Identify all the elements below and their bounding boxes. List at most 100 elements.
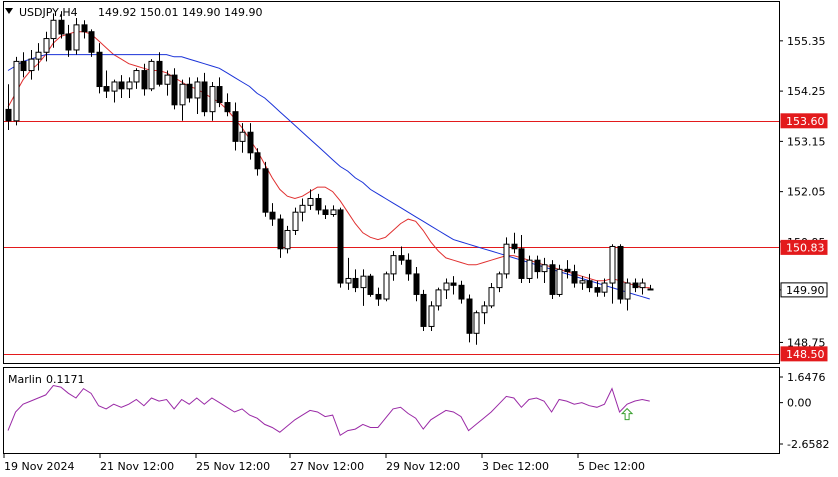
candle-body [277, 218, 284, 250]
candle-body [624, 282, 631, 300]
current-price-tag-box [780, 282, 828, 298]
horizontal-levels[interactable] [4, 121, 779, 355]
dropdown-triangle-icon[interactable] [5, 8, 13, 14]
candle-body [413, 273, 420, 295]
level-tag-label: 150.83 [786, 241, 825, 254]
candle-body [383, 273, 390, 300]
candle-body [534, 259, 541, 273]
candle-body [254, 152, 261, 170]
candle-body [647, 288, 654, 291]
time-tick-label: 19 Nov 2024 [4, 460, 74, 473]
candle-body [35, 51, 42, 60]
candle-body [617, 245, 624, 300]
candle-body [224, 102, 231, 113]
candle-body [111, 81, 118, 92]
indicator-pane-border [3, 367, 780, 454]
candle-body [367, 275, 374, 295]
candle-body [292, 211, 299, 231]
candle-body [65, 33, 72, 51]
candle-body [186, 83, 193, 99]
candle-body [315, 197, 322, 211]
candle-body [171, 74, 178, 106]
candle-body [488, 287, 495, 307]
level-tag-box [780, 113, 828, 129]
candle-body [352, 277, 359, 289]
candle-body [58, 19, 65, 35]
indicator-name: Marlin [8, 373, 42, 386]
current-price-tag-label: 149.90 [786, 284, 825, 297]
candle-body [88, 31, 95, 53]
candle-body [164, 74, 171, 85]
candle-body [345, 277, 352, 284]
symbol-label: USDJPY,H4 [19, 6, 78, 19]
candle-body [269, 211, 276, 220]
candle-body [330, 209, 337, 215]
candle-body [118, 81, 125, 90]
candle-body [201, 81, 208, 113]
candle-body [247, 131, 254, 154]
candle-body [450, 282, 457, 286]
time-tick-label: 21 Nov 12:00 [100, 460, 174, 473]
time-axis: 19 Nov 2024 21 Nov 12:00 25 Nov 12:00 27 No… [3, 454, 645, 473]
candle-body [632, 282, 639, 289]
main-pane-border [3, 1, 780, 364]
candle-body [420, 293, 427, 327]
level-tag-box [780, 239, 828, 255]
candle-body [232, 111, 239, 142]
candle-body [81, 24, 88, 33]
candle-body [481, 305, 488, 314]
candle-body [564, 268, 571, 273]
candle-body [609, 245, 616, 284]
time-tick-label: 3 Dec 12:00 [482, 460, 549, 473]
candle-body [601, 282, 608, 293]
candle-body [428, 305, 435, 327]
candle-body [148, 60, 155, 90]
candle-body [126, 81, 133, 90]
candle-body [466, 298, 473, 334]
candle-body [639, 282, 646, 289]
oscillator: 1.6476 0.00 -2.6582 [7, 371, 829, 451]
ohlc-readout: 149.92 150.01 149.90 149.90 [98, 6, 262, 19]
candle-body [594, 287, 601, 293]
candle-body [556, 268, 563, 295]
candle-body [209, 86, 216, 113]
candle-body [398, 255, 405, 261]
indicator-tick-label: 1.6476 [787, 371, 826, 384]
candle-body [284, 229, 291, 250]
candle-body [5, 108, 12, 122]
candle-body [50, 19, 57, 40]
candle-body [549, 264, 556, 295]
candle-body [360, 275, 367, 289]
candle-body [322, 209, 329, 215]
candle-body [13, 60, 20, 122]
candle-body [579, 280, 586, 284]
indicator-tick-label: 0.00 [787, 397, 812, 410]
level-tag-label: 148.50 [786, 348, 825, 361]
candle-body [216, 86, 223, 104]
price-tick-label: 155.35 [787, 35, 826, 48]
level-tag-label: 153.60 [786, 115, 825, 128]
candle-body [496, 273, 503, 289]
candle-body [239, 131, 246, 142]
indicator-value: 0.1171 [46, 373, 85, 386]
candle-body [262, 168, 269, 213]
candle-body [375, 293, 382, 300]
candle-body [503, 243, 510, 275]
candles [5, 11, 654, 345]
candle-body [43, 38, 50, 53]
time-tick-label: 5 Dec 12:00 [578, 460, 645, 473]
candle-body [307, 197, 314, 206]
candle-body [194, 81, 201, 99]
candle-body [390, 255, 397, 275]
candle-body [443, 282, 450, 291]
candle-body [526, 259, 533, 279]
time-tick-label: 27 Nov 12:00 [290, 460, 364, 473]
price-tick-label: 154.25 [787, 85, 826, 98]
candle-body [156, 60, 163, 85]
candle-body [28, 58, 35, 72]
candle-body [541, 264, 548, 273]
price-tick-label: 152.05 [787, 186, 826, 199]
candle-body [299, 204, 306, 213]
